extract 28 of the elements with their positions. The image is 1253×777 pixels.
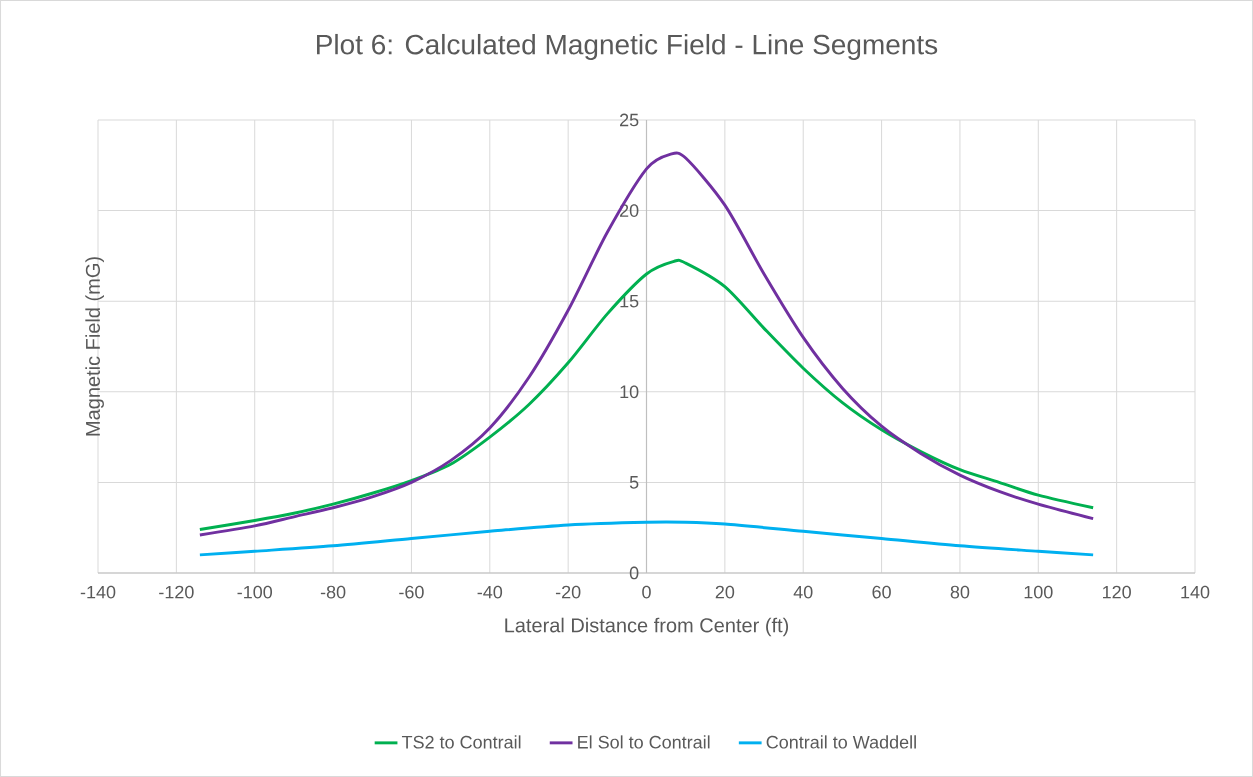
- y-tick-label: 5: [629, 476, 639, 489]
- line-series: [198, 520, 1095, 557]
- line-series: [198, 258, 1095, 531]
- x-tick-label: 120: [1103, 585, 1131, 599]
- x-tick-label: -60: [399, 585, 424, 599]
- y-tick-label: 10: [620, 385, 639, 399]
- chart-title: Plot 6: Calculated Magnetic Field - Line Segments: [317, 33, 938, 61]
- x-tick-label: -100: [237, 585, 273, 599]
- y-tick-label: 0: [629, 566, 639, 580]
- x-tick-label: 140: [1181, 585, 1210, 599]
- x-tick-label: -80: [320, 585, 346, 599]
- y-axis-title: Magnetic Field (mG): [85, 257, 104, 436]
- x-tick-label: 60: [872, 585, 891, 599]
- x-tick-label: 100: [1024, 585, 1053, 599]
- x-tick-label: 40: [793, 585, 813, 599]
- x-axis-title: Lateral Distance from Center (ft): [505, 617, 789, 637]
- legend-label: El Sol to Contrail: [578, 735, 710, 749]
- legend-label: TS2 to Contrail: [401, 735, 521, 749]
- x-tick-label: -40: [477, 585, 503, 599]
- x-tick-label: 80: [950, 585, 970, 599]
- x-tick-label: -140: [80, 585, 116, 599]
- legend-label: Contrail to Waddell: [766, 735, 916, 749]
- y-tick-label: 25: [620, 113, 639, 127]
- x-tick-label: -20: [555, 585, 581, 599]
- x-tick-label: 20: [715, 585, 735, 599]
- x-tick-label: 0: [642, 585, 651, 599]
- line-series: [198, 152, 1095, 537]
- x-tick-label: -120: [159, 585, 194, 599]
